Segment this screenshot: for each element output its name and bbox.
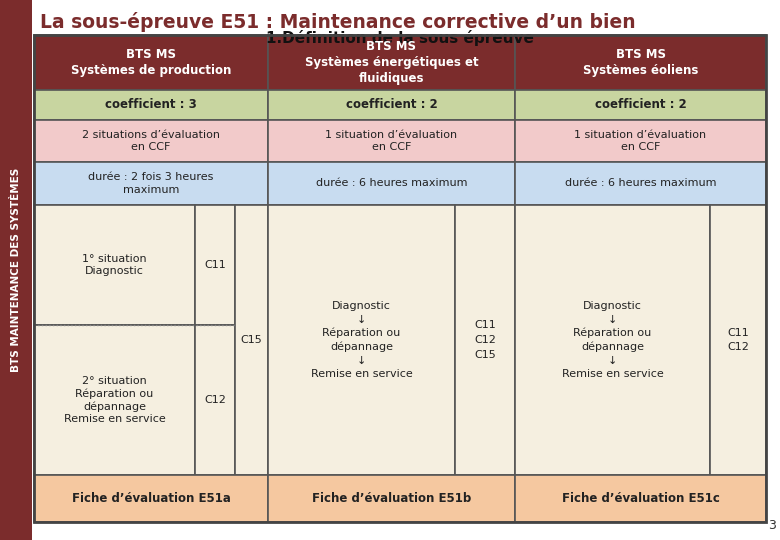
Text: C11: C11 bbox=[204, 260, 226, 270]
Text: coefficient : 3: coefficient : 3 bbox=[105, 98, 197, 111]
Text: C15: C15 bbox=[240, 335, 262, 345]
Text: durée : 6 heures maximum: durée : 6 heures maximum bbox=[316, 179, 467, 188]
Text: durée : 2 fois 3 heures
maximum: durée : 2 fois 3 heures maximum bbox=[88, 172, 214, 195]
Bar bbox=[710, 205, 766, 475]
Text: Diagnostic
↓
Réparation ou
dépannage
↓
Remise en service: Diagnostic ↓ Réparation ou dépannage ↓ R… bbox=[562, 301, 663, 379]
Bar bbox=[195, 325, 235, 475]
Bar bbox=[268, 90, 515, 120]
Bar bbox=[515, 205, 710, 475]
Bar bbox=[268, 35, 515, 90]
Text: Diagnostic
↓
Réparation ou
dépannage
↓
Remise en service: Diagnostic ↓ Réparation ou dépannage ↓ R… bbox=[310, 301, 413, 379]
Bar bbox=[515, 120, 766, 162]
Text: 2 situations d’évaluation
en CCF: 2 situations d’évaluation en CCF bbox=[82, 130, 220, 152]
Text: durée : 6 heures maximum: durée : 6 heures maximum bbox=[565, 179, 716, 188]
Bar bbox=[268, 205, 455, 475]
Text: Fiche d’évaluation E51c: Fiche d’évaluation E51c bbox=[562, 492, 719, 505]
Bar bbox=[268, 120, 515, 162]
Text: 1 situation d’évaluation
en CCF: 1 situation d’évaluation en CCF bbox=[325, 130, 458, 152]
Text: 2° situation
Réparation ou
dépannage
Remise en service: 2° situation Réparation ou dépannage Rem… bbox=[64, 376, 165, 424]
Text: 1.Définition de la sous épreuve: 1.Définition de la sous épreuve bbox=[266, 30, 534, 46]
Bar bbox=[34, 325, 195, 475]
Bar bbox=[34, 475, 268, 522]
Text: 1° situation
Diagnostic: 1° situation Diagnostic bbox=[82, 254, 147, 276]
Text: coefficient : 2: coefficient : 2 bbox=[346, 98, 438, 111]
Text: Fiche d’évaluation E51a: Fiche d’évaluation E51a bbox=[72, 492, 230, 505]
Text: coefficient : 2: coefficient : 2 bbox=[594, 98, 686, 111]
Bar bbox=[515, 475, 766, 522]
Bar bbox=[0, 0, 32, 540]
Text: BTS MS
Systèmes énergétiques et
fluidiques: BTS MS Systèmes énergétiques et fluidiqu… bbox=[305, 40, 478, 85]
Text: C11
C12
C15: C11 C12 C15 bbox=[474, 320, 496, 360]
Bar bbox=[515, 162, 766, 205]
Bar bbox=[195, 205, 235, 325]
Bar bbox=[34, 90, 268, 120]
Text: C12: C12 bbox=[204, 395, 226, 405]
Bar bbox=[515, 90, 766, 120]
Text: Fiche d’évaluation E51b: Fiche d’évaluation E51b bbox=[312, 492, 471, 505]
Bar bbox=[34, 162, 268, 205]
Bar bbox=[34, 35, 268, 90]
Bar bbox=[268, 162, 515, 205]
Bar bbox=[455, 205, 515, 475]
Bar bbox=[515, 35, 766, 90]
Text: 1 situation d’évaluation
en CCF: 1 situation d’évaluation en CCF bbox=[574, 130, 707, 152]
Text: La sous-épreuve E51 : Maintenance corrective d’un bien: La sous-épreuve E51 : Maintenance correc… bbox=[40, 12, 636, 32]
Bar bbox=[34, 205, 195, 325]
Bar bbox=[235, 205, 268, 475]
Text: C11
C12: C11 C12 bbox=[727, 328, 749, 353]
Text: BTS MS
Systèmes éoliens: BTS MS Systèmes éoliens bbox=[583, 48, 698, 77]
Text: 3: 3 bbox=[768, 519, 776, 532]
Text: BTS MAINTENANCE DES SYSTÈMES: BTS MAINTENANCE DES SYSTÈMES bbox=[11, 168, 21, 372]
Bar bbox=[268, 475, 515, 522]
Text: BTS MS
Systèmes de production: BTS MS Systèmes de production bbox=[71, 48, 231, 77]
Bar bbox=[34, 120, 268, 162]
